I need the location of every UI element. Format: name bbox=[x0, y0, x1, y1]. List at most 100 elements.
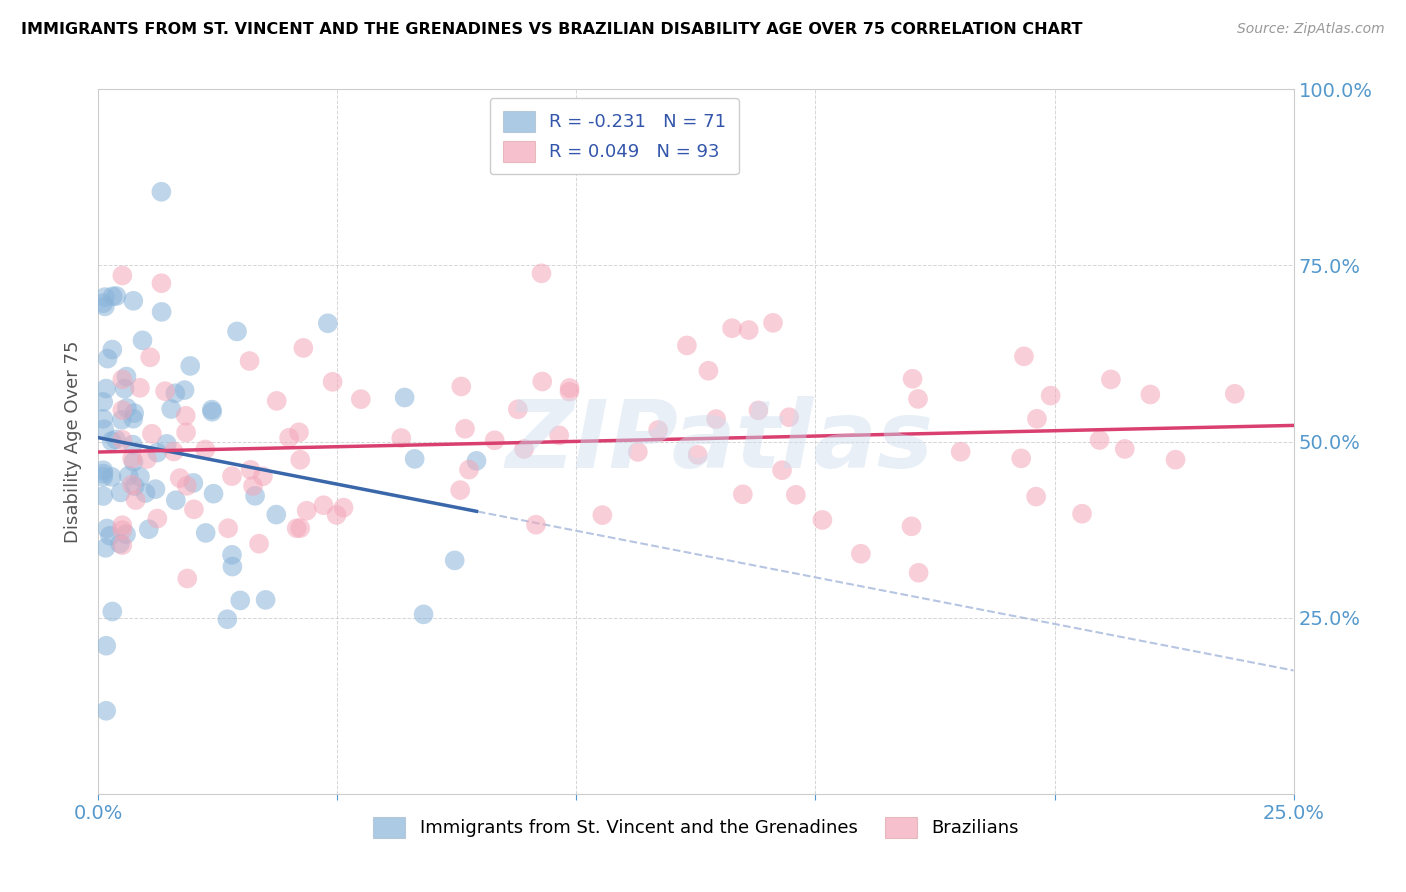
Point bbox=[179, 359, 201, 373]
Point bbox=[125, 493, 148, 508]
Point bbox=[1164, 452, 1187, 467]
Point bbox=[738, 323, 761, 337]
Point bbox=[254, 593, 277, 607]
Point bbox=[118, 468, 141, 483]
Point bbox=[322, 375, 344, 389]
Point bbox=[115, 369, 138, 384]
Point bbox=[907, 392, 929, 406]
Point bbox=[704, 412, 727, 426]
Point bbox=[122, 406, 145, 420]
Point bbox=[1071, 507, 1094, 521]
Point bbox=[163, 444, 186, 458]
Point bbox=[591, 508, 613, 522]
Point bbox=[325, 508, 347, 522]
Point bbox=[1223, 386, 1246, 401]
Point bbox=[105, 289, 128, 303]
Point bbox=[316, 316, 339, 330]
Point bbox=[450, 379, 472, 393]
Point bbox=[150, 277, 173, 291]
Point bbox=[252, 469, 274, 483]
Point bbox=[292, 341, 315, 355]
Point bbox=[217, 521, 239, 535]
Point bbox=[108, 536, 131, 550]
Point bbox=[194, 442, 217, 457]
Point bbox=[183, 502, 205, 516]
Point bbox=[94, 299, 117, 313]
Point bbox=[111, 268, 134, 283]
Point bbox=[111, 433, 134, 447]
Point bbox=[174, 409, 197, 423]
Point bbox=[332, 500, 354, 515]
Point bbox=[1099, 372, 1122, 386]
Point bbox=[785, 488, 807, 502]
Point bbox=[93, 422, 115, 436]
Point bbox=[697, 364, 720, 378]
Point bbox=[91, 395, 114, 409]
Point bbox=[221, 469, 243, 483]
Point bbox=[949, 444, 972, 458]
Point bbox=[156, 437, 179, 451]
Point bbox=[506, 402, 529, 417]
Point bbox=[721, 321, 744, 335]
Point bbox=[104, 433, 127, 447]
Point bbox=[1012, 349, 1035, 363]
Point bbox=[165, 386, 187, 401]
Point bbox=[243, 489, 266, 503]
Point bbox=[558, 381, 581, 395]
Point bbox=[91, 296, 114, 310]
Point bbox=[290, 521, 312, 535]
Point bbox=[145, 482, 167, 496]
Point bbox=[811, 513, 834, 527]
Point bbox=[100, 434, 122, 449]
Point bbox=[548, 428, 571, 442]
Point bbox=[110, 485, 132, 500]
Point bbox=[762, 316, 785, 330]
Point bbox=[266, 393, 288, 408]
Point bbox=[1025, 490, 1047, 504]
Point bbox=[111, 538, 134, 552]
Point bbox=[849, 547, 872, 561]
Point bbox=[394, 391, 416, 405]
Point bbox=[150, 185, 173, 199]
Point bbox=[686, 448, 709, 462]
Point bbox=[412, 607, 434, 622]
Point bbox=[217, 612, 239, 626]
Point bbox=[312, 498, 335, 512]
Point bbox=[111, 403, 134, 417]
Point bbox=[96, 351, 118, 366]
Point bbox=[121, 477, 143, 491]
Point bbox=[778, 410, 800, 425]
Point bbox=[176, 572, 198, 586]
Point bbox=[160, 402, 183, 417]
Point bbox=[129, 469, 152, 483]
Point bbox=[350, 392, 373, 406]
Point bbox=[201, 405, 224, 419]
Point bbox=[111, 518, 134, 533]
Point bbox=[131, 334, 153, 348]
Point bbox=[458, 462, 481, 476]
Point bbox=[443, 553, 465, 567]
Point bbox=[404, 451, 426, 466]
Point bbox=[524, 517, 547, 532]
Point bbox=[124, 479, 146, 493]
Point bbox=[146, 445, 169, 459]
Point bbox=[1039, 389, 1062, 403]
Point bbox=[169, 471, 191, 485]
Point bbox=[239, 463, 262, 477]
Point bbox=[91, 470, 114, 484]
Point bbox=[146, 511, 169, 525]
Point bbox=[141, 426, 163, 441]
Point bbox=[115, 401, 138, 415]
Point bbox=[93, 467, 115, 481]
Point bbox=[91, 463, 114, 477]
Point bbox=[94, 541, 117, 555]
Point bbox=[111, 523, 134, 537]
Point bbox=[229, 593, 252, 607]
Point bbox=[136, 452, 159, 467]
Point bbox=[770, 463, 793, 477]
Point bbox=[676, 338, 699, 352]
Point bbox=[174, 425, 197, 440]
Point bbox=[226, 325, 249, 339]
Point bbox=[278, 431, 301, 445]
Point bbox=[96, 704, 118, 718]
